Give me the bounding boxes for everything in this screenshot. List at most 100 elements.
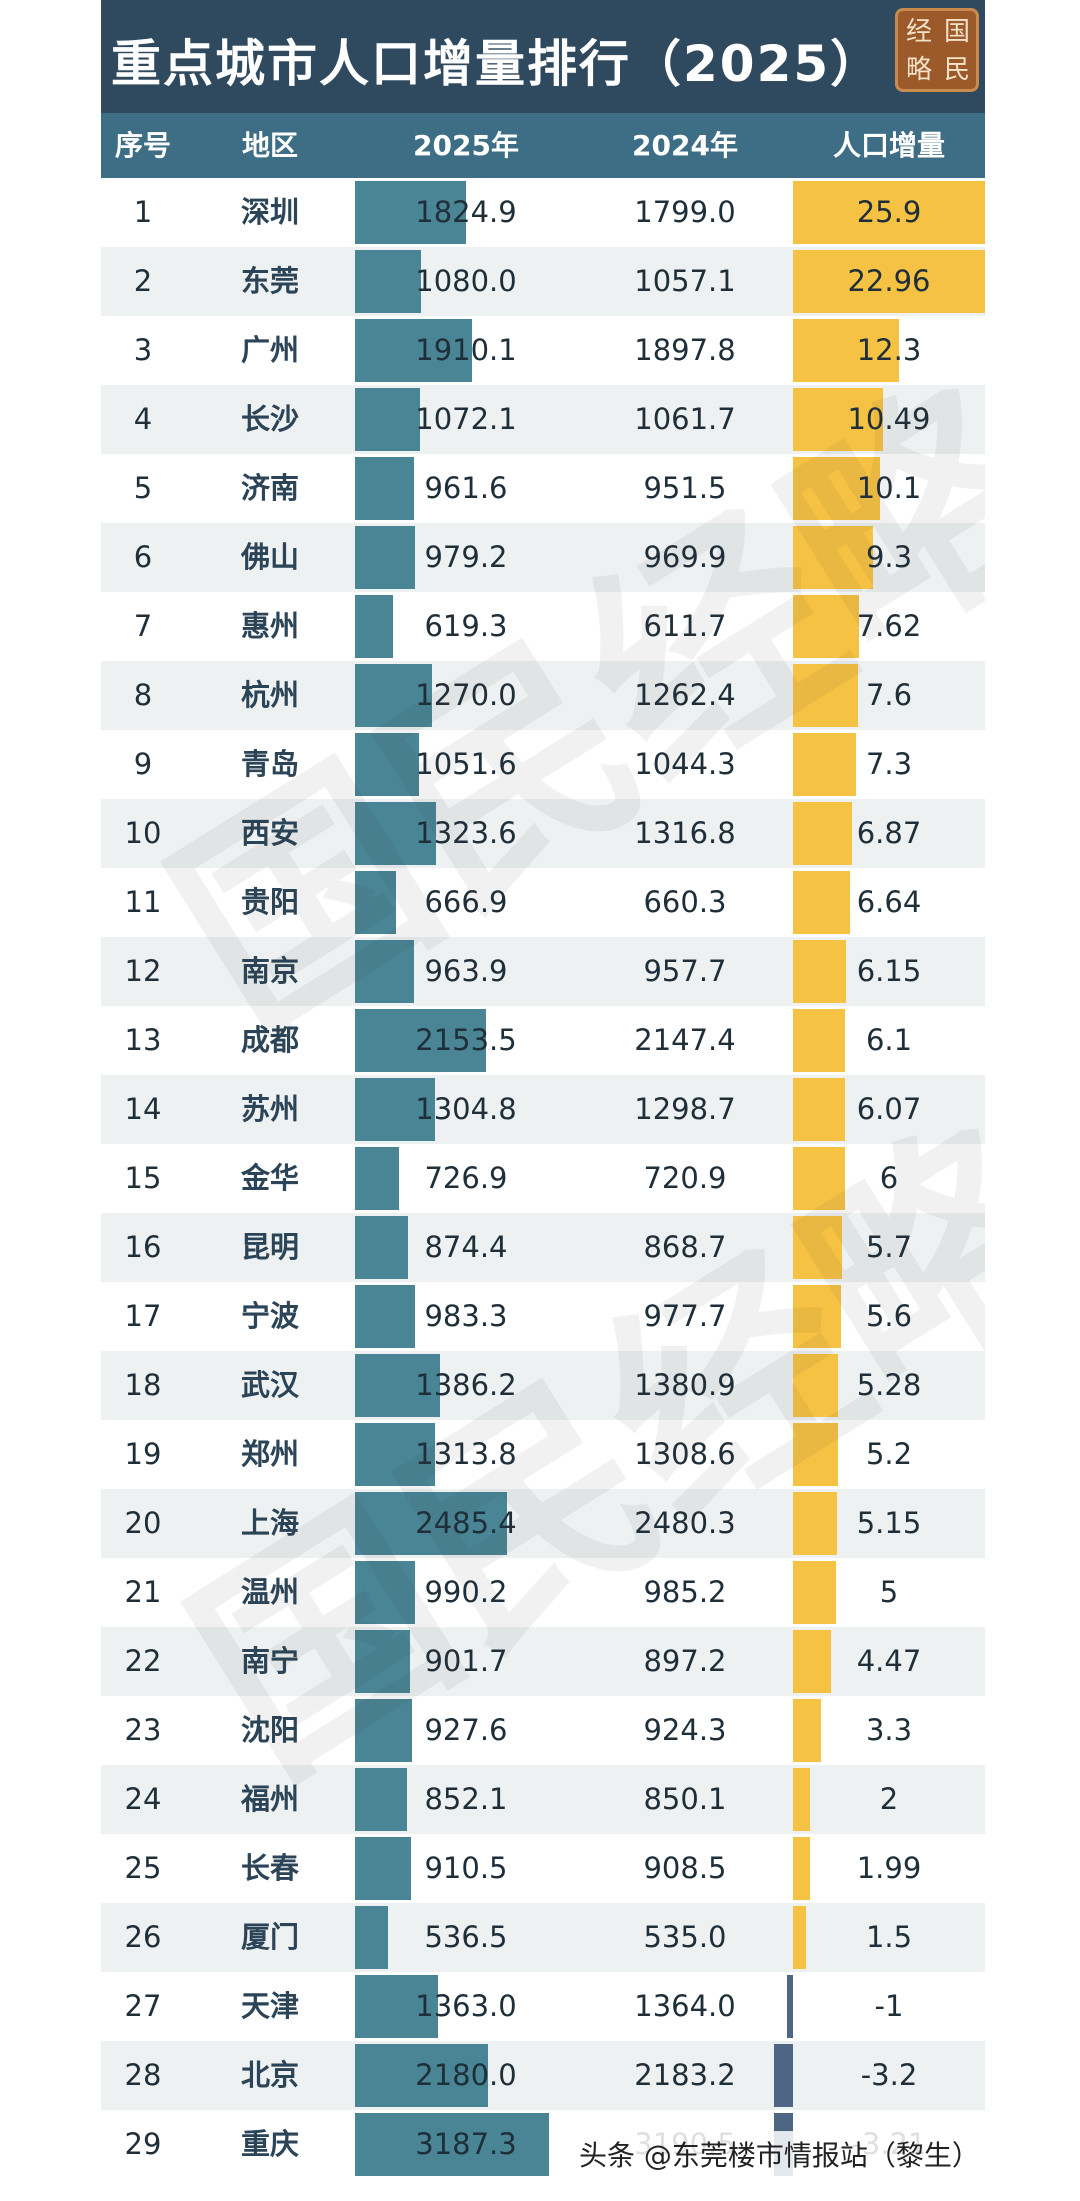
bar-increase xyxy=(793,319,899,382)
bar-2025 xyxy=(355,1009,486,1072)
rank-cell: 25 xyxy=(124,1851,162,1885)
value-2025-cell: 852.1 xyxy=(424,1782,508,1816)
value-2024-cell: 1380.9 xyxy=(634,1368,736,1402)
bar-2025 xyxy=(355,871,396,934)
rank-cell: 19 xyxy=(124,1437,162,1471)
value-2025-cell: 1386.2 xyxy=(415,1368,517,1402)
rank-cell: 17 xyxy=(124,1299,162,1333)
increase-cell: 1.5 xyxy=(865,1920,913,1954)
increase-cell: 7.3 xyxy=(865,747,913,781)
bar-2025 xyxy=(355,595,393,658)
source-credit: 头条 @东莞楼市情报站（黎生） xyxy=(565,2131,994,2181)
value-2025-cell: 927.6 xyxy=(424,1713,508,1747)
value-2024-cell: 1897.8 xyxy=(634,333,736,367)
bar-increase xyxy=(793,1078,845,1141)
table-row: 21 温州 990.2 985.2 5 xyxy=(101,1558,985,1627)
table-row: 7 惠州 619.3 611.7 7.62 xyxy=(101,592,985,661)
city-cell: 西安 xyxy=(240,816,299,850)
logo-char: 略 xyxy=(905,55,932,85)
table-row: 11 贵阳 666.9 660.3 6.64 xyxy=(101,868,985,937)
rank-cell: 8 xyxy=(133,678,153,712)
city-cell: 天津 xyxy=(240,1989,299,2023)
title-bar: 重点城市人口增量排行（2025） 经 国 略 民 xyxy=(101,0,985,113)
bar-increase xyxy=(793,181,985,244)
chart-title: 重点城市人口增量排行（2025） xyxy=(111,35,883,93)
value-2025-cell: 619.3 xyxy=(424,609,508,643)
bar-2025 xyxy=(355,2113,549,2176)
value-2024-cell: 897.2 xyxy=(643,1644,727,1678)
bar-2025 xyxy=(355,181,466,244)
value-2025-cell: 2180.0 xyxy=(415,2058,517,2092)
table-row: 19 郑州 1313.8 1308.6 5.2 xyxy=(101,1420,985,1489)
city-cell: 深圳 xyxy=(240,195,299,229)
header-rank: 序号 xyxy=(114,129,171,162)
bar-2025 xyxy=(355,664,432,727)
rank-cell: 2 xyxy=(133,264,153,298)
increase-cell: 22.96 xyxy=(847,264,931,298)
increase-cell: 7.6 xyxy=(865,678,913,712)
increase-cell: 5 xyxy=(879,1575,899,1609)
value-2024-cell: 1364.0 xyxy=(634,1989,736,2023)
bar-2025 xyxy=(355,1147,399,1210)
value-2024-cell: 977.7 xyxy=(643,1299,727,1333)
table-row: 16 昆明 874.4 868.7 5.7 xyxy=(101,1213,985,1282)
city-cell: 金华 xyxy=(240,1161,299,1195)
bar-2025 xyxy=(355,526,415,589)
bar-increase xyxy=(793,1354,838,1417)
bar-increase xyxy=(793,1561,836,1624)
bar-2025 xyxy=(355,1423,435,1486)
logo-char: 经 xyxy=(905,17,932,47)
increase-cell: 6.15 xyxy=(856,954,922,988)
increase-cell: 10.1 xyxy=(856,471,922,505)
city-cell: 济南 xyxy=(240,471,299,505)
increase-cell: 5.2 xyxy=(865,1437,913,1471)
increase-cell: -3.2 xyxy=(860,2058,918,2092)
bar-increase xyxy=(774,2044,793,2107)
city-cell: 长春 xyxy=(240,1851,299,1885)
bar-2025 xyxy=(355,2044,488,2107)
city-cell: 温州 xyxy=(240,1575,299,1609)
increase-cell: 9.3 xyxy=(865,540,913,574)
table-row: 10 西安 1323.6 1316.8 6.87 xyxy=(101,799,985,868)
value-2025-cell: 1824.9 xyxy=(415,195,517,229)
increase-cell: -1 xyxy=(874,1989,904,2023)
bar-increase xyxy=(793,733,856,796)
value-2025-cell: 963.9 xyxy=(424,954,508,988)
value-2024-cell: 951.5 xyxy=(643,471,727,505)
increase-cell: 25.9 xyxy=(856,195,922,229)
city-cell: 佛山 xyxy=(240,540,299,574)
value-2024-cell: 850.1 xyxy=(643,1782,727,1816)
city-cell: 东莞 xyxy=(240,264,299,298)
increase-cell: 6.1 xyxy=(865,1023,913,1057)
increase-cell: 10.49 xyxy=(847,402,931,436)
increase-cell: 1.99 xyxy=(856,1851,922,1885)
rank-cell: 23 xyxy=(124,1713,162,1747)
value-2024-cell: 535.0 xyxy=(643,1920,727,1954)
brand-logo: 经 国 略 民 xyxy=(895,8,979,92)
value-2025-cell: 990.2 xyxy=(424,1575,508,1609)
bar-increase xyxy=(793,1285,841,1348)
bar-increase xyxy=(793,457,880,520)
city-cell: 厦门 xyxy=(240,1920,299,1954)
city-cell: 重庆 xyxy=(240,2127,299,2161)
value-2025-cell: 1304.8 xyxy=(415,1092,517,1126)
value-2025-cell: 910.5 xyxy=(424,1851,508,1885)
value-2025-cell: 1270.0 xyxy=(415,678,517,712)
table-row: 6 佛山 979.2 969.9 9.3 xyxy=(101,523,985,592)
city-cell: 南宁 xyxy=(240,1644,299,1678)
bar-increase xyxy=(793,388,883,451)
bar-2025 xyxy=(355,733,419,796)
bar-increase xyxy=(793,595,859,658)
bar-2025 xyxy=(355,250,421,313)
value-2025-cell: 2153.5 xyxy=(415,1023,517,1057)
rank-cell: 9 xyxy=(133,747,153,781)
city-cell: 上海 xyxy=(240,1506,299,1540)
bar-2025 xyxy=(355,1285,415,1348)
city-cell: 成都 xyxy=(240,1023,299,1057)
value-2024-cell: 1061.7 xyxy=(634,402,736,436)
value-2024-cell: 868.7 xyxy=(643,1230,727,1264)
rank-cell: 20 xyxy=(124,1506,162,1540)
rank-cell: 11 xyxy=(124,885,162,919)
bar-2025 xyxy=(355,388,420,451)
bar-2025 xyxy=(355,1354,440,1417)
